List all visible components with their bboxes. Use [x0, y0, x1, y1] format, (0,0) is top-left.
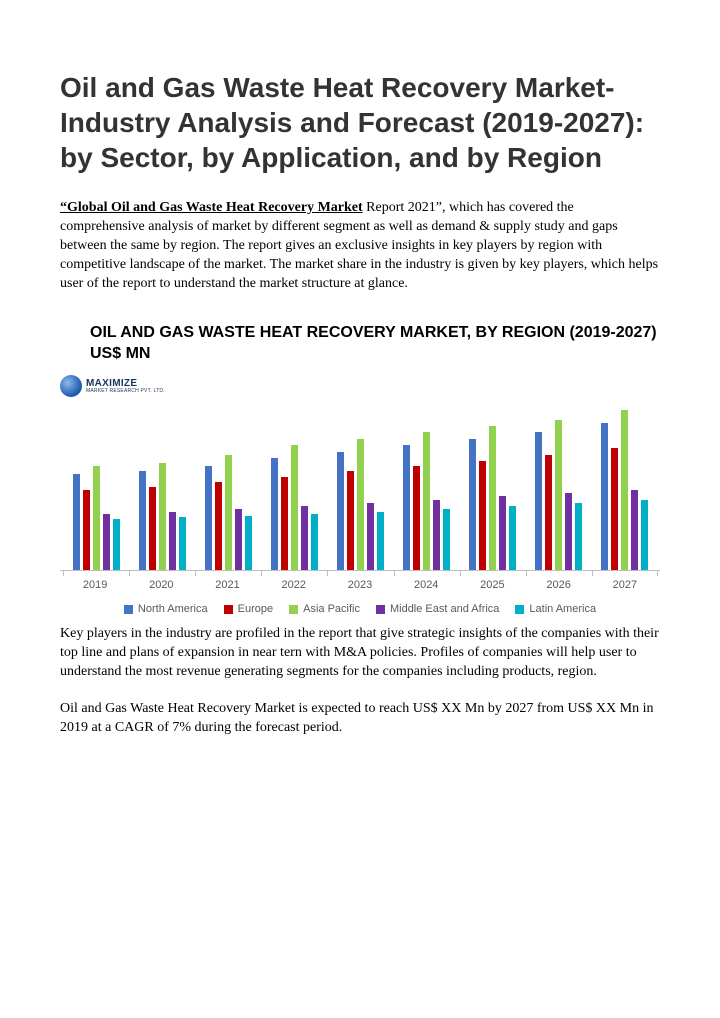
chart-bar: [641, 500, 648, 570]
chart-year-group: [526, 411, 592, 570]
legend-label: Latin America: [529, 603, 596, 615]
chart-bar: [565, 493, 572, 570]
chart-bar: [179, 517, 186, 570]
chart-x-label: 2021: [194, 579, 260, 591]
chart-bar: [271, 458, 278, 570]
logo-text: MAXIMIZE MARKET RESEARCH PVT. LTD.: [86, 379, 165, 394]
document-page: Oil and Gas Waste Heat Recovery Market-I…: [0, 0, 720, 778]
chart-year-group: [460, 411, 526, 570]
chart-bar: [103, 514, 110, 570]
brand-logo: MAXIMIZE MARKET RESEARCH PVT. LTD.: [60, 375, 660, 397]
chart-bar: [403, 445, 410, 570]
chart-year-group: [327, 411, 393, 570]
chart-year-group: [62, 411, 129, 570]
chart-bar: [621, 410, 628, 570]
chart-bar: [83, 490, 90, 570]
legend-item: Europe: [224, 603, 273, 615]
chart-bar: [301, 506, 308, 570]
chart-x-label: 2022: [261, 579, 327, 591]
chart-bar: [215, 482, 222, 570]
legend-label: Asia Pacific: [303, 603, 360, 615]
chart-bar: [423, 432, 430, 570]
chart-bar: [347, 471, 354, 570]
legend-item: Middle East and Africa: [376, 603, 499, 615]
chart-x-label: 2025: [459, 579, 525, 591]
chart-bar: [281, 477, 288, 570]
chart-bar: [337, 452, 344, 570]
chart-bar: [611, 448, 618, 570]
chart-bar: [601, 423, 608, 570]
body-paragraph-1: Key players in the industry are profiled…: [60, 625, 660, 682]
chart-bar: [479, 461, 486, 570]
chart-title: OIL AND GAS WASTE HEAT RECOVERY MARKET, …: [90, 323, 660, 365]
chart-bar: [545, 455, 552, 570]
chart-bar: [499, 496, 506, 570]
bar-chart: 201920202021202220232024202520262027 Nor…: [60, 411, 660, 615]
body-paragraph-2: Oil and Gas Waste Heat Recovery Market i…: [60, 700, 660, 738]
globe-icon: [60, 375, 82, 397]
chart-bar: [225, 455, 232, 570]
page-title: Oil and Gas Waste Heat Recovery Market-I…: [60, 70, 660, 175]
chart-year-group: [592, 411, 658, 570]
chart-bar: [357, 439, 364, 570]
legend-item: Latin America: [515, 603, 596, 615]
legend-label: North America: [138, 603, 208, 615]
chart-bar: [169, 512, 176, 570]
chart-year-group: [195, 411, 261, 570]
chart-bar: [555, 420, 562, 570]
chart-bar: [575, 503, 582, 570]
chart-x-label: 2027: [592, 579, 658, 591]
chart-bar: [509, 506, 516, 570]
chart-bar: [377, 512, 384, 570]
chart-bar: [311, 514, 318, 570]
chart-x-label: 2023: [327, 579, 393, 591]
intro-lead-link[interactable]: “Global Oil and Gas Waste Heat Recovery …: [60, 200, 363, 215]
chart-bar: [489, 426, 496, 570]
chart-x-label: 2024: [393, 579, 459, 591]
legend-swatch: [515, 605, 524, 614]
chart-bar: [139, 471, 146, 570]
chart-bar: [413, 466, 420, 570]
chart-bar: [291, 445, 298, 570]
legend-label: Middle East and Africa: [390, 603, 499, 615]
chart-bar: [93, 466, 100, 570]
chart-bar: [159, 463, 166, 570]
intro-paragraph: “Global Oil and Gas Waste Heat Recovery …: [60, 199, 660, 293]
chart-x-axis-labels: 201920202021202220232024202520262027: [60, 579, 660, 591]
chart-x-label: 2019: [62, 579, 128, 591]
chart-bar: [433, 500, 440, 570]
chart-legend: North America Europe Asia Pacific Middle Ea…: [60, 603, 660, 615]
chart-x-label: 2026: [526, 579, 592, 591]
legend-item: North America: [124, 603, 208, 615]
legend-swatch: [124, 605, 133, 614]
chart-year-group: [129, 411, 195, 570]
chart-bar: [469, 439, 476, 570]
legend-swatch: [376, 605, 385, 614]
chart-bar: [245, 516, 252, 570]
chart-year-group: [261, 411, 327, 570]
chart-bar: [113, 519, 120, 570]
chart-bar: [149, 487, 156, 570]
chart-bar: [631, 490, 638, 570]
chart-bar: [205, 466, 212, 570]
chart-bar: [535, 432, 542, 570]
legend-swatch: [224, 605, 233, 614]
legend-item: Asia Pacific: [289, 603, 360, 615]
chart-bar: [235, 509, 242, 570]
chart-x-label: 2020: [128, 579, 194, 591]
logo-line2: MARKET RESEARCH PVT. LTD.: [86, 389, 165, 394]
chart-plot-area: [60, 411, 660, 571]
chart-bar: [443, 509, 450, 570]
chart-year-group: [394, 411, 460, 570]
chart-bar: [367, 503, 374, 570]
chart-bar: [73, 474, 80, 570]
legend-label: Europe: [238, 603, 273, 615]
legend-swatch: [289, 605, 298, 614]
